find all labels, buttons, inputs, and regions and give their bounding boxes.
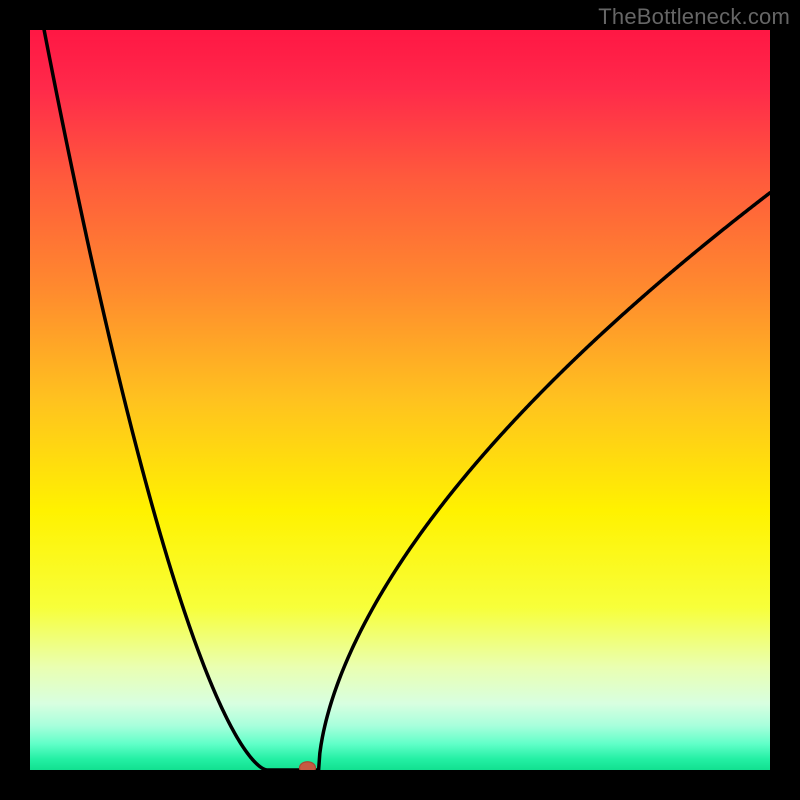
bottleneck-curve: [30, 30, 770, 770]
stage: TheBottleneck.com: [0, 0, 800, 800]
curve-overlay: [30, 30, 770, 770]
plot-area: [30, 30, 770, 770]
watermark-text: TheBottleneck.com: [598, 4, 790, 30]
valley-marker: [300, 762, 316, 770]
